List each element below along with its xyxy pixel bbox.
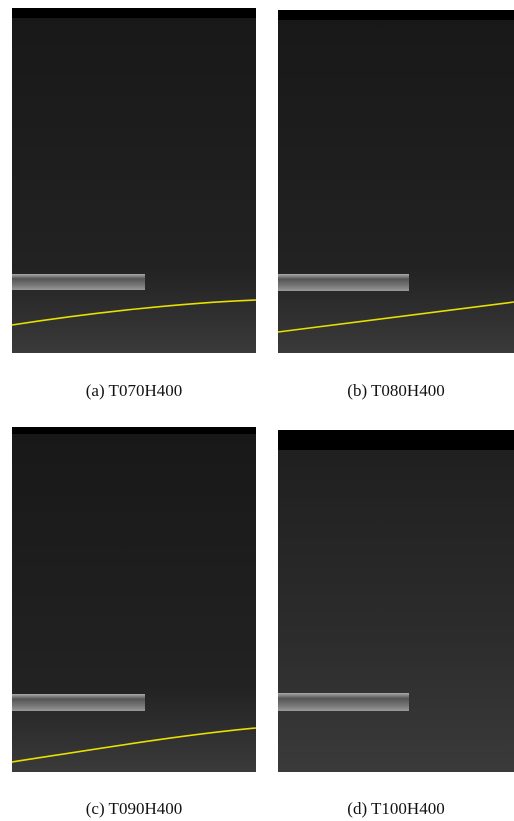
blade <box>12 694 145 711</box>
page: (a) T070H400 (b) T080H400 (c) T090H400 (… <box>0 0 514 821</box>
caption: (c) T090H400 <box>86 799 182 818</box>
figure: (a) T070H400 (b) T080H400 (c) T090H400 (… <box>0 0 514 821</box>
panel-top-band <box>12 427 256 434</box>
panel-top-band <box>278 10 514 20</box>
panel-image <box>12 427 256 772</box>
caption: (a) T070H400 <box>86 381 182 400</box>
caption: (b) T080H400 <box>347 381 444 400</box>
blade <box>278 274 409 291</box>
panel-a <box>12 8 256 353</box>
panel-top-band <box>278 430 514 450</box>
panel-d <box>278 430 514 772</box>
caption: (d) T100H400 <box>347 799 444 818</box>
blade <box>278 693 409 711</box>
panel-image <box>278 10 514 353</box>
panel-image <box>278 430 514 772</box>
blade <box>12 274 145 290</box>
panel-b <box>278 10 514 353</box>
panel-top-band <box>12 8 256 18</box>
panel-c <box>12 427 256 772</box>
